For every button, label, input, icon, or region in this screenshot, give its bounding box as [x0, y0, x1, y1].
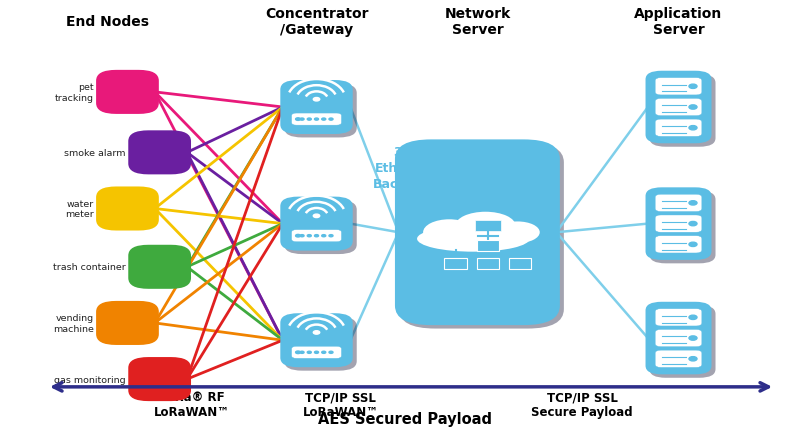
Circle shape	[689, 126, 697, 131]
FancyBboxPatch shape	[96, 187, 159, 231]
FancyBboxPatch shape	[655, 330, 701, 347]
Text: TCP/IP SSL
LoRaWAN™: TCP/IP SSL LoRaWAN™	[303, 390, 378, 418]
Text: water
meter: water meter	[65, 199, 94, 219]
FancyBboxPatch shape	[96, 71, 159, 115]
Circle shape	[689, 336, 697, 340]
Circle shape	[322, 119, 326, 121]
Circle shape	[307, 351, 311, 353]
FancyBboxPatch shape	[650, 75, 715, 148]
Circle shape	[307, 235, 311, 237]
Ellipse shape	[417, 226, 530, 252]
FancyBboxPatch shape	[655, 309, 701, 326]
FancyBboxPatch shape	[445, 258, 467, 269]
Text: Concentrator
/Gateway: Concentrator /Gateway	[265, 7, 369, 37]
Text: trash container: trash container	[53, 263, 126, 272]
Circle shape	[689, 243, 697, 247]
FancyBboxPatch shape	[284, 201, 356, 254]
FancyBboxPatch shape	[646, 71, 711, 144]
FancyBboxPatch shape	[96, 301, 159, 345]
FancyBboxPatch shape	[399, 144, 564, 329]
Text: Network
Server: Network Server	[444, 7, 510, 37]
FancyBboxPatch shape	[655, 99, 701, 117]
FancyBboxPatch shape	[292, 114, 342, 126]
Ellipse shape	[423, 220, 475, 246]
FancyBboxPatch shape	[292, 346, 342, 359]
Circle shape	[314, 119, 318, 121]
FancyBboxPatch shape	[128, 131, 191, 175]
FancyBboxPatch shape	[128, 245, 191, 289]
Circle shape	[329, 351, 333, 353]
FancyBboxPatch shape	[650, 306, 715, 378]
FancyBboxPatch shape	[284, 317, 356, 371]
FancyBboxPatch shape	[395, 140, 560, 325]
FancyBboxPatch shape	[476, 258, 499, 269]
FancyBboxPatch shape	[292, 230, 342, 242]
Circle shape	[689, 85, 697, 89]
FancyBboxPatch shape	[655, 350, 701, 367]
Circle shape	[329, 119, 333, 121]
Circle shape	[296, 235, 301, 237]
FancyBboxPatch shape	[655, 195, 701, 212]
FancyBboxPatch shape	[280, 314, 352, 367]
FancyBboxPatch shape	[655, 236, 701, 254]
Circle shape	[689, 357, 697, 361]
Circle shape	[300, 235, 304, 237]
Text: LoRa® RF
LoRaWAN™: LoRa® RF LoRaWAN™	[154, 390, 230, 418]
Circle shape	[296, 351, 301, 354]
Circle shape	[689, 106, 697, 110]
Text: Application
Server: Application Server	[634, 7, 723, 37]
FancyBboxPatch shape	[280, 197, 352, 251]
Circle shape	[689, 315, 697, 320]
Circle shape	[322, 351, 326, 353]
FancyBboxPatch shape	[476, 241, 499, 251]
Text: AES Secured Payload: AES Secured Payload	[318, 411, 492, 426]
Circle shape	[689, 201, 697, 205]
FancyBboxPatch shape	[655, 78, 701, 95]
Text: smoke alarm: smoke alarm	[64, 148, 126, 158]
Text: pet
tracking: pet tracking	[55, 83, 94, 102]
FancyBboxPatch shape	[646, 188, 711, 260]
Circle shape	[300, 119, 304, 121]
FancyBboxPatch shape	[655, 215, 701, 233]
Text: vending
machine: vending machine	[53, 314, 94, 333]
FancyBboxPatch shape	[650, 191, 715, 264]
Circle shape	[296, 119, 301, 121]
FancyArrowPatch shape	[53, 383, 769, 391]
Text: End Nodes: End Nodes	[66, 14, 149, 28]
Circle shape	[314, 351, 318, 353]
Circle shape	[314, 235, 318, 237]
FancyBboxPatch shape	[655, 120, 701, 137]
Circle shape	[307, 119, 311, 121]
Circle shape	[300, 351, 304, 353]
Text: TCP/IP SSL
Secure Payload: TCP/IP SSL Secure Payload	[531, 390, 633, 418]
FancyBboxPatch shape	[509, 258, 531, 269]
Circle shape	[313, 215, 320, 218]
Circle shape	[313, 98, 320, 102]
Text: gas monitoring: gas monitoring	[54, 375, 126, 384]
FancyBboxPatch shape	[475, 221, 501, 232]
FancyBboxPatch shape	[128, 357, 191, 401]
FancyBboxPatch shape	[646, 302, 711, 374]
Ellipse shape	[496, 222, 539, 244]
Circle shape	[689, 222, 697, 226]
Circle shape	[329, 235, 333, 237]
Text: 3G/
Ethernet
Backhaul: 3G/ Ethernet Backhaul	[373, 145, 437, 191]
Circle shape	[313, 331, 320, 334]
FancyBboxPatch shape	[284, 84, 356, 138]
Ellipse shape	[455, 212, 516, 240]
Circle shape	[322, 235, 326, 237]
FancyBboxPatch shape	[280, 81, 352, 135]
